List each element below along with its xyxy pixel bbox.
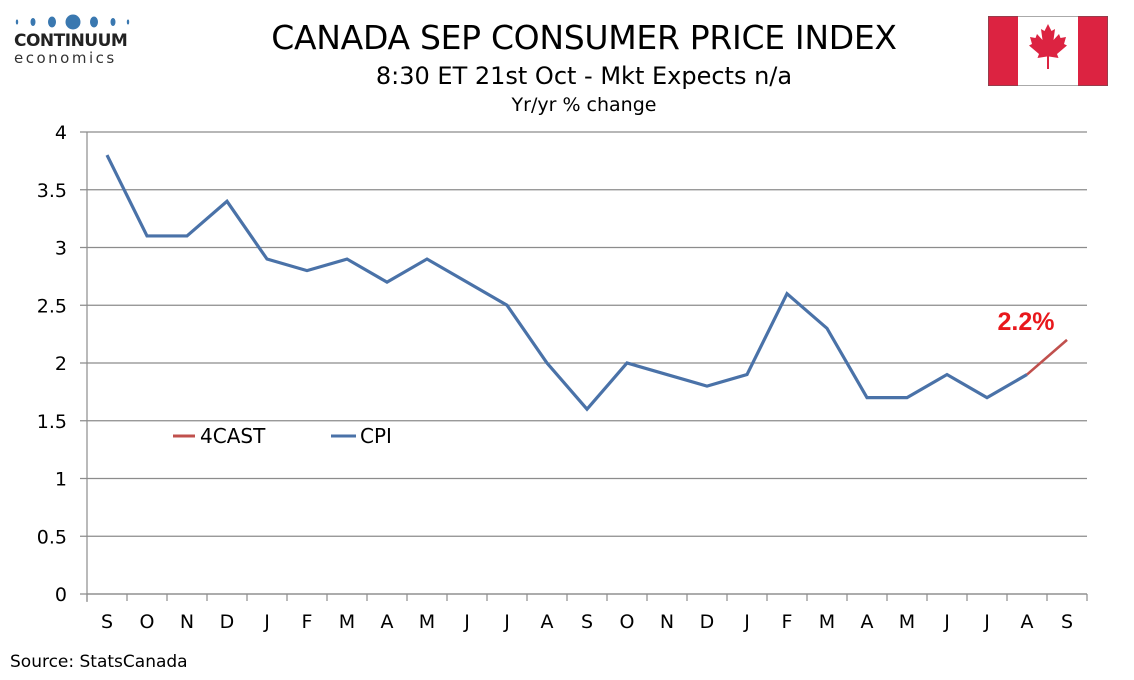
x-tick-label: D [220,611,235,633]
source-note: Source: StatsCanada [10,652,188,672]
series-cpi [105,154,1028,412]
y-tick-label: 2 [55,353,67,375]
series-lines [105,154,1068,412]
y-tick-label: 1.5 [37,411,67,433]
y-tick-label: 3 [55,238,67,260]
x-tick-label: A [861,611,874,633]
x-tick-label: A [1021,611,1034,633]
axes [86,132,1088,602]
x-tick-label: N [180,611,194,633]
x-tick-label: M [819,611,835,633]
logo-wordmark: CONTINUUM [14,31,128,51]
forecast-value-label: 2.2% [998,308,1055,336]
canada-flag-icon [988,16,1108,86]
y-tick-label: 4 [55,122,67,144]
legend-cpi-label: CPI [360,424,392,448]
x-tick-label: M [339,611,355,633]
x-tick-label: D [700,611,715,633]
x-tick-label: A [381,611,394,633]
x-tick-label: J [503,611,510,633]
series-line-cpi [105,154,1028,412]
chart-units: Yr/yr % change [511,94,657,116]
y-tick-label: 2.5 [37,295,67,317]
annotations: 2.2% [998,308,1055,336]
x-tick-label: M [419,611,435,633]
x-tick-label: J [943,611,950,633]
x-tick-label: J [463,611,470,633]
x-tick-label: S [1061,611,1073,633]
x-tick-label: N [660,611,674,633]
y-tick-label: 0.5 [37,526,67,548]
x-tick-label: O [140,611,155,633]
logo-dots-icon [15,14,130,30]
y-tick-label: 3.5 [37,180,67,202]
chart-title: CANADA SEP CONSUMER PRICE INDEX [271,18,897,57]
legend-4cast-label: 4CAST [200,424,266,448]
y-axis-tick-labels: 0 0.5 1 1.5 2 2.5 3 3.5 4 [37,122,67,606]
x-tick-label: J [263,611,270,633]
x-tick-label: M [899,611,915,633]
continuum-logo: CONTINUUM economics [14,14,134,66]
series-line-4cast [1026,338,1068,376]
x-tick-label: O [620,611,635,633]
y-tick-label: 0 [55,584,67,606]
logo-tagline: economics [14,49,117,67]
x-tick-label: F [302,611,313,633]
y-tick-label: 1 [55,469,67,491]
x-tick-label: F [782,611,793,633]
chart-subtitle: 8:30 ET 21st Oct - Mkt Expects n/a [375,62,793,90]
x-tick-label: J [743,611,750,633]
legend: 4CAST CPI [173,424,392,448]
gridlines [80,131,1087,595]
x-tick-label: J [983,611,990,633]
x-tick-label: S [581,611,593,633]
series-4cast [1026,338,1068,376]
x-tick-label: S [101,611,113,633]
x-tick-label: A [541,611,554,633]
